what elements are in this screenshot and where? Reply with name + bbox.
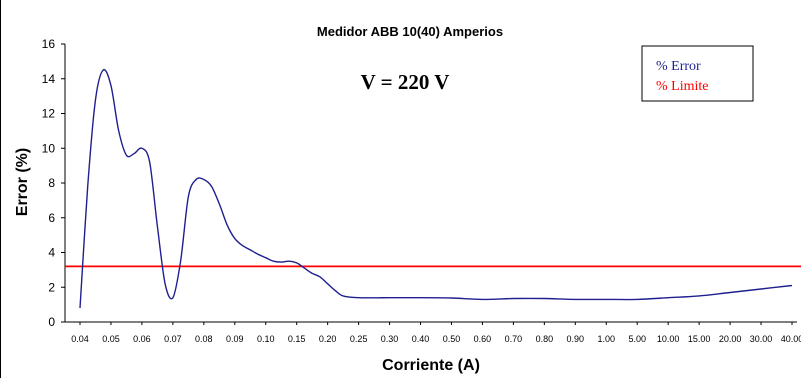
x-tick-label: 0.15	[288, 334, 306, 344]
left-border	[0, 0, 1, 378]
x-tick-label: 5.00	[628, 334, 646, 344]
x-axis-label: Corriente (A)	[382, 357, 480, 374]
y-tick-label: 12	[42, 107, 56, 121]
x-tick-label: 0.80	[536, 334, 554, 344]
x-tick-label: 0.09	[226, 334, 244, 344]
x-tick-label: 0.04	[71, 334, 89, 344]
y-tick-label: 8	[48, 176, 55, 190]
x-tick-label: 0.30	[381, 334, 399, 344]
x-tick-label: 1.00	[597, 334, 615, 344]
x-tick-label: 30.00	[750, 334, 773, 344]
legend-box	[641, 45, 754, 102]
y-axis-label: Error (%)	[14, 148, 31, 216]
x-tick-label: 0.08	[195, 334, 213, 344]
x-tick-label: 0.70	[505, 334, 523, 344]
y-tick-label: 6	[48, 211, 55, 225]
x-tick-label: 0.05	[102, 334, 120, 344]
x-tick-label: 0.20	[319, 334, 337, 344]
x-tick-label: 0.60	[474, 334, 492, 344]
x-tick-label: 0.25	[350, 334, 368, 344]
chart-title: Medidor ABB 10(40) Amperios	[317, 24, 503, 39]
y-tick-label: 14	[42, 72, 56, 86]
x-tick-label: 0.50	[443, 334, 461, 344]
x-tick-label: 0.10	[257, 334, 275, 344]
y-tick-label: 0	[48, 315, 55, 329]
y-tick-label: 10	[42, 141, 56, 155]
legend-error: % Error	[656, 59, 701, 74]
y-tick-label: 4	[48, 246, 55, 260]
x-tick-label: 15.00	[688, 334, 711, 344]
x-tick-label: 0.07	[164, 334, 182, 344]
x-tick-label: 0.90	[567, 334, 585, 344]
x-tick-label: 40.00	[781, 334, 801, 344]
x-tick-label: 0.06	[133, 334, 151, 344]
legend: % Error % Limite	[641, 45, 754, 102]
plot-area: 0 2 4 6 8 10 12 14 16 0.04 0.05 0.06 0.07 0.08 0.09 0.1…	[42, 37, 801, 344]
x-tick-label: 20.00	[719, 334, 742, 344]
y-tick-label: 2	[48, 280, 55, 294]
series-error-line	[79, 68, 793, 309]
voltage-annotation: V = 220 V	[361, 70, 450, 94]
x-tick-label: 10.00	[657, 334, 680, 344]
y-tick-label: 16	[42, 37, 56, 51]
x-tick-label: 0.40	[412, 334, 430, 344]
legend-limite: % Limite	[656, 79, 709, 94]
